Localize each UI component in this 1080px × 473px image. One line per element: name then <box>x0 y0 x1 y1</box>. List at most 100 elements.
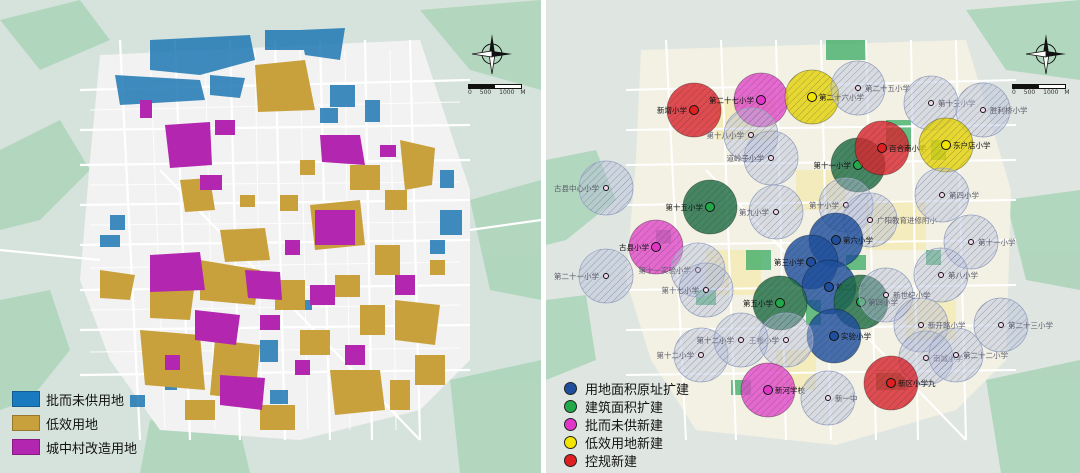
legend-dot <box>564 399 577 413</box>
school-grey-marker: 第八小学 <box>913 247 978 303</box>
school-location-dot <box>748 132 754 138</box>
school-grey-marker: 古县中心小学 <box>554 160 634 216</box>
school-label: 道岭子小学 <box>727 153 765 163</box>
school-label: 新世纪小学 <box>893 290 931 300</box>
school-label: 第六小学 <box>843 235 873 245</box>
school-label: 新一中 <box>835 393 858 403</box>
north-arrow-icon <box>470 32 514 76</box>
school-red-marker: 新区小学九 <box>863 355 936 411</box>
legend-item: 控规新建 <box>564 451 689 470</box>
school-location-dot <box>824 282 834 292</box>
legend-label: 批而未供新建 <box>585 418 664 434</box>
school-label: 第十一小学 <box>814 160 852 170</box>
school-location-dot <box>806 257 816 267</box>
school-location-dot <box>768 155 774 161</box>
school-location-dot <box>689 105 699 115</box>
school-label: 第二十三小学 <box>1008 320 1053 330</box>
school-label: 第十二小学 <box>697 335 735 345</box>
school-location-dot <box>953 352 959 358</box>
scale-bar: 0 500 1000 M <box>1012 84 1070 96</box>
school-label: 新河学校 <box>775 385 805 395</box>
school-location-dot <box>867 217 873 223</box>
school-location-dot <box>756 95 766 105</box>
school-location-dot <box>807 92 817 102</box>
school-grey-marker: 第四小学 <box>914 167 979 223</box>
school-location-dot <box>698 352 704 358</box>
scale-bar: 0 500 1000 M <box>468 84 526 96</box>
school-location-dot <box>603 185 609 191</box>
legend-item: 建筑面积扩建 <box>564 397 689 416</box>
school-label: 第十八小学 <box>707 130 745 140</box>
school-location-dot <box>603 273 609 279</box>
school-label: 古县小学 <box>619 242 649 252</box>
school-location-dot <box>938 272 944 278</box>
school-label: 古县中心小学 <box>554 183 599 193</box>
school-label: 新区小学九 <box>898 378 936 388</box>
school-grey-marker: 第二十五小学 <box>830 60 910 116</box>
school-location-dot <box>923 355 929 361</box>
school-label: 第十五小学 <box>666 202 704 212</box>
school-grey-marker: 第十二小学 <box>697 312 769 368</box>
school-location-dot <box>703 287 709 293</box>
school-pink-marker: 古县小学 <box>619 219 684 275</box>
school-grey-marker: 第二十二小学 <box>928 327 1008 383</box>
school-location-dot <box>855 85 861 91</box>
school-label: 百合南小学 <box>889 143 927 153</box>
school-plan-map-canvas: 新增小学第二十七小学第二十六小学第二十五小学第十三小学胜利桥小学第十八小学道岭子… <box>546 0 1080 473</box>
legend-item: 批而未供用地 <box>12 389 137 409</box>
legend-dot <box>564 453 577 467</box>
school-red-marker: 百合南小学 <box>854 120 927 176</box>
school-location-dot <box>877 143 887 153</box>
school-label: 第二十一小学 <box>554 271 599 281</box>
school-label: 第九小学 <box>739 207 769 217</box>
legend-dot <box>564 435 577 449</box>
land-use-legend: 批而未供用地 低效用地 城中村改造用地 <box>12 385 137 457</box>
school-label: 新增小学 <box>657 105 687 115</box>
legend-swatch <box>12 415 40 431</box>
legend-item: 低效用地 <box>12 413 137 433</box>
scale-label: 500 <box>479 89 492 96</box>
school-grey-marker: 第九小学 <box>739 184 804 240</box>
school-grey-marker: 胜利桥小学 <box>955 82 1028 138</box>
school-location-dot <box>941 140 951 150</box>
school-location-dot <box>775 298 785 308</box>
scale-label: M <box>1064 89 1070 96</box>
school-label: 第二十二小学 <box>963 350 1008 360</box>
school-label: 第十七小学 <box>662 285 700 295</box>
school-label: 新开路小学 <box>928 320 966 330</box>
school-blue-marker: 实验小学 <box>806 308 871 364</box>
school-location-dot <box>980 107 986 113</box>
legend-label: 低效用地 <box>46 417 99 433</box>
school-location-dot <box>705 202 715 212</box>
school-yellow-marker: 第二十六小学 <box>784 69 864 125</box>
school-label: 第二十五小学 <box>865 83 910 93</box>
school-pink-marker: 新河学校 <box>740 362 805 418</box>
scale-label: M <box>520 89 526 96</box>
legend-item: 城中村改造用地 <box>12 437 137 457</box>
legend-label: 低效用地新建 <box>585 436 664 452</box>
scale-label: 500 <box>1023 89 1036 96</box>
legend-label: 城中村改造用地 <box>46 441 138 457</box>
legend-item: 低效用地新建 <box>564 433 689 452</box>
school-label: 第十一小学 <box>978 237 1016 247</box>
legend-dot <box>564 381 577 395</box>
school-location-dot <box>998 322 1004 328</box>
scale-label: 0 <box>1012 89 1016 96</box>
legend-label: 控规新建 <box>585 454 638 470</box>
school-grey-marker: 第二十三小学 <box>973 297 1053 353</box>
urban-village-parcels <box>140 100 415 410</box>
school-label: 第四小学 <box>949 190 979 200</box>
land-use-map: 0 500 1000 M 批而未供用地 低效用地 城中村改造用地 <box>0 0 541 473</box>
school-location-dot <box>738 337 744 343</box>
school-label: 胜利桥小学 <box>990 105 1028 115</box>
school-label: 第二十七小学 <box>709 95 754 105</box>
school-location-dot <box>825 395 831 401</box>
school-label: 东户店小学 <box>953 140 991 150</box>
school-grey-marker: 第二十一小学 <box>554 248 634 304</box>
school-grey-marker: 新一中 <box>800 370 858 426</box>
school-label: 第三小学 <box>774 257 804 267</box>
school-label: 第八小学 <box>948 270 978 280</box>
school-location-dot <box>831 235 841 245</box>
school-label: 第十二小学 <box>657 350 695 360</box>
legend-item: 批而未供新建 <box>564 415 689 434</box>
